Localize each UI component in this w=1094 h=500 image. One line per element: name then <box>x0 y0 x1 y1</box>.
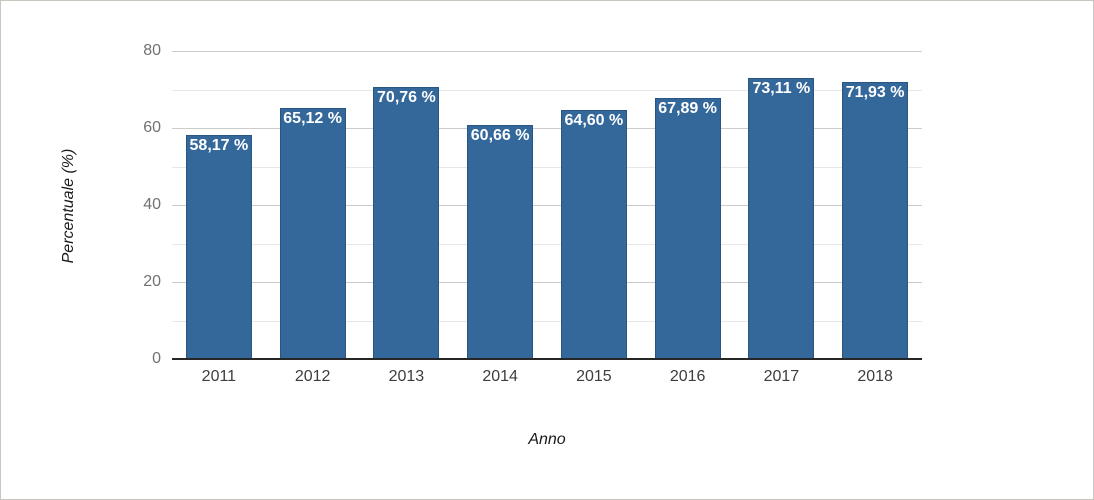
y-axis-tick-label: 0 <box>152 350 161 367</box>
x-axis-tick-label: 2014 <box>482 368 518 385</box>
bar-value-label: 65,12 % <box>283 110 342 128</box>
bar: 73,11 % <box>748 77 815 359</box>
y-axis-tick-label: 60 <box>143 119 161 136</box>
x-axis-tick-label: 2011 <box>201 368 237 385</box>
bar: 64,60 % <box>560 110 627 359</box>
bar: 71,93 % <box>842 82 909 359</box>
y-axis-tick-label: 40 <box>143 196 161 213</box>
bar: 70,76 % <box>373 86 440 359</box>
bar-value-label: 60,66 % <box>470 127 530 145</box>
major-gridline <box>172 282 922 283</box>
bar: 58,17 % <box>185 135 252 359</box>
bar-value-label: 73,11 % <box>752 79 811 97</box>
x-axis-tick-label: 2018 <box>857 368 893 385</box>
x-axis-tick-label: 2015 <box>576 368 612 385</box>
minor-gridline <box>172 166 922 168</box>
minor-gridline <box>172 320 922 322</box>
minor-gridline <box>172 89 922 91</box>
major-gridline <box>172 128 922 129</box>
y-axis-tick-label: 20 <box>143 273 161 290</box>
bar-value-label: 64,60 % <box>564 112 624 130</box>
bar: 65,12 % <box>279 108 346 359</box>
bar-value-label: 71,93 % <box>845 84 905 102</box>
x-axis-tick-label: 2016 <box>669 368 706 385</box>
minor-gridline <box>172 243 922 245</box>
bar-value-label: 67,89 % <box>658 99 717 117</box>
x-axis-line <box>172 358 922 360</box>
bar: 67,89 % <box>654 97 721 359</box>
x-axis-tick-label: 2013 <box>388 368 425 385</box>
x-axis-tick-label: 2017 <box>763 368 800 385</box>
bar: 60,66 % <box>467 125 534 359</box>
x-axis-title: Anno <box>528 431 566 448</box>
y-axis-tick-label: 80 <box>143 42 161 59</box>
major-gridline <box>172 51 922 52</box>
bar-value-label: 70,76 % <box>377 88 436 106</box>
x-axis-tick-label: 2012 <box>294 368 331 385</box>
y-axis-title: Percentuale (%) <box>60 148 77 264</box>
bar-value-label: 58,17 % <box>189 137 249 155</box>
major-gridline <box>172 205 922 206</box>
